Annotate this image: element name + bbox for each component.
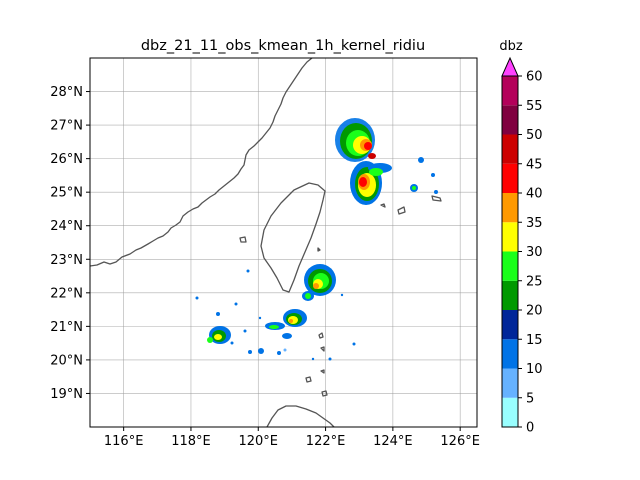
longitude-ticks: 116°E 118°E 120°E 122°E 124°E 126°E bbox=[104, 427, 480, 449]
colorbar-tick-label: 0 bbox=[526, 421, 534, 436]
china-coastline bbox=[90, 58, 313, 267]
colorbar-tick-label: 40 bbox=[526, 187, 543, 202]
lat-tick-label: 25°N bbox=[50, 186, 83, 201]
batanes-island-1 bbox=[318, 332, 324, 339]
colorbar-tick-label: 30 bbox=[526, 245, 543, 260]
colorbar-segment bbox=[502, 397, 518, 427]
map-background bbox=[90, 58, 477, 427]
colorbar-segment bbox=[502, 193, 518, 223]
lon-tick-label: 120°E bbox=[238, 434, 278, 449]
echo-cell-north bbox=[335, 118, 376, 162]
lon-tick-label: 126°E bbox=[440, 434, 480, 449]
colorbar-tick-label: 35 bbox=[526, 216, 543, 231]
luzon-coastline bbox=[266, 405, 335, 427]
colorbar-unit: dbz bbox=[499, 39, 523, 54]
colorbar-tick-label: 55 bbox=[526, 99, 543, 114]
colorbar-segment bbox=[502, 222, 518, 252]
lat-tick-label: 20°N bbox=[50, 353, 83, 368]
colorbar-ticks: 0 5 10 15 20 25 30 35 40 45 50 55 60 bbox=[518, 70, 543, 436]
radar-echoes bbox=[195, 118, 438, 361]
green-island bbox=[317, 247, 321, 252]
lat-tick-label: 23°N bbox=[50, 253, 83, 268]
lat-tick-label: 24°N bbox=[50, 219, 83, 234]
babuyan-island-1 bbox=[305, 376, 312, 383]
gridlines bbox=[90, 58, 477, 427]
colorbar-segment bbox=[502, 251, 518, 281]
colorbar-segment bbox=[502, 280, 518, 310]
echo-cell-middle bbox=[350, 161, 392, 205]
colorbar-tick-label: 5 bbox=[526, 391, 534, 406]
colorbar-tick-label: 15 bbox=[526, 333, 543, 348]
batanes-island-2 bbox=[320, 346, 325, 352]
echo-cell-south bbox=[248, 264, 336, 355]
lat-tick-label: 26°N bbox=[50, 152, 83, 167]
colorbar-segment bbox=[502, 163, 518, 193]
penghu-island bbox=[239, 236, 247, 243]
colorbar-segment bbox=[502, 339, 518, 369]
colorbar-segment bbox=[502, 105, 518, 135]
lon-tick-label: 124°E bbox=[373, 434, 413, 449]
colorbar-tick-label: 45 bbox=[526, 157, 543, 172]
colorbar-segment bbox=[502, 134, 518, 164]
lon-tick-label: 118°E bbox=[171, 434, 211, 449]
lon-tick-label: 122°E bbox=[306, 434, 346, 449]
echo-cell-southwest bbox=[195, 296, 234, 345]
colorbar-tick-label: 60 bbox=[526, 70, 543, 85]
colorbar-segment bbox=[502, 368, 518, 398]
colorbar-segments bbox=[502, 76, 518, 427]
babuyan-island-2 bbox=[321, 390, 328, 397]
colorbar-segment bbox=[502, 310, 518, 340]
map-title: dbz_21_11_obs_kmean_1h_kernel_ridiu bbox=[141, 38, 425, 54]
lat-tick-label: 28°N bbox=[50, 85, 83, 100]
colorbar-tick-label: 50 bbox=[526, 128, 543, 143]
lat-tick-label: 21°N bbox=[50, 320, 83, 335]
ryukyu-island-3 bbox=[380, 203, 386, 208]
babuyan-island-3 bbox=[320, 369, 325, 374]
colorbar-tick-label: 20 bbox=[526, 304, 543, 319]
colorbar-tick-label: 25 bbox=[526, 274, 543, 289]
lat-tick-label: 22°N bbox=[50, 286, 83, 301]
latitude-ticks: 19°N 20°N 21°N 22°N 23°N 24°N 25°N 26°N 27°N 28°N bbox=[50, 85, 90, 402]
lat-tick-label: 27°N bbox=[50, 119, 83, 134]
taiwan-coastline bbox=[260, 182, 326, 293]
colorbar-tick-label: 10 bbox=[526, 362, 543, 377]
ryukyu-island-2 bbox=[431, 195, 442, 202]
echo-small-east bbox=[410, 157, 438, 194]
colorbar-extend-triangle bbox=[501, 56, 519, 77]
lat-tick-label: 19°N bbox=[50, 387, 83, 402]
map-panel: 116°E 118°E 120°E 122°E 124°E 126°E 19°N 20°N 2… bbox=[50, 57, 480, 449]
colorbar-segment bbox=[502, 76, 518, 106]
ryukyu-island-1 bbox=[397, 206, 406, 215]
colorbar: dbz 0 5 10 15 20 25 30 35 40 45 50 55 60 bbox=[499, 39, 542, 436]
echo-speckles bbox=[234, 269, 356, 361]
lon-tick-label: 116°E bbox=[104, 434, 144, 449]
map-frame bbox=[89, 57, 478, 428]
